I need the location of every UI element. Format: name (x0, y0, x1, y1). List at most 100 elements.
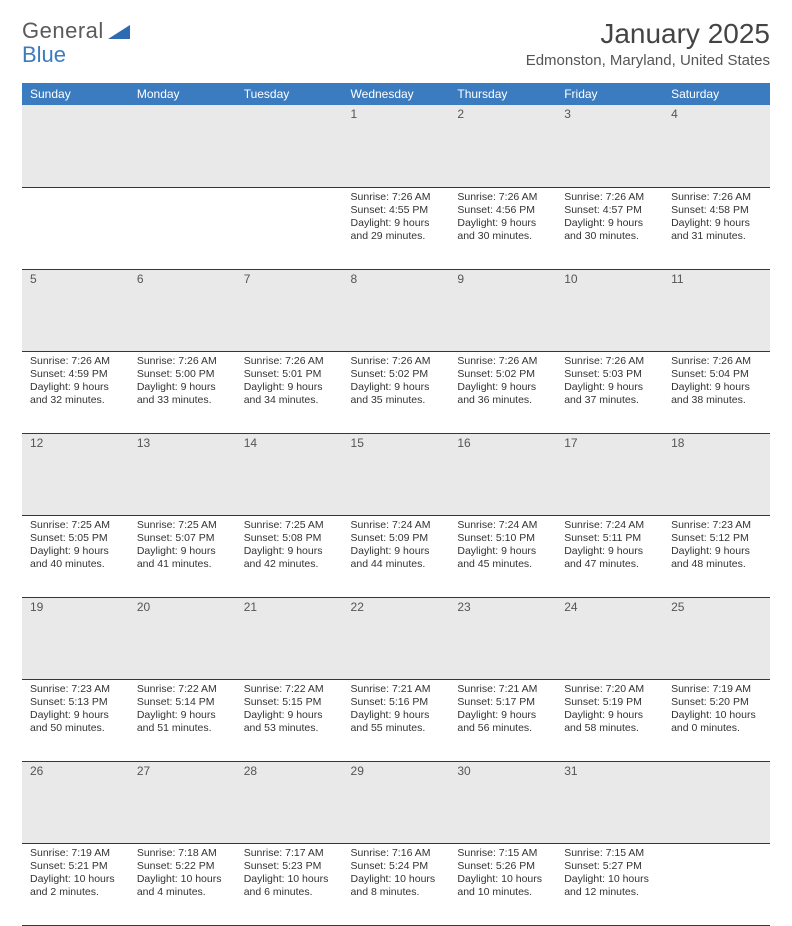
sunset-line: Sunset: 5:20 PM (671, 696, 762, 709)
day-cell: Sunrise: 7:26 AMSunset: 4:55 PMDaylight:… (343, 187, 450, 269)
day-details: Sunrise: 7:19 AMSunset: 5:21 PMDaylight:… (22, 844, 129, 904)
day-cell: Sunrise: 7:25 AMSunset: 5:05 PMDaylight:… (22, 515, 129, 597)
week-content-row: Sunrise: 7:26 AMSunset: 4:55 PMDaylight:… (22, 187, 770, 269)
sunset-line: Sunset: 5:01 PM (244, 368, 335, 381)
sunset-line: Sunset: 5:16 PM (351, 696, 442, 709)
sunrise-line: Sunrise: 7:26 AM (671, 355, 762, 368)
day-details: Sunrise: 7:25 AMSunset: 5:08 PMDaylight:… (236, 516, 343, 576)
day-cell: Sunrise: 7:21 AMSunset: 5:16 PMDaylight:… (343, 679, 450, 761)
sunrise-line: Sunrise: 7:25 AM (30, 519, 121, 532)
sunset-line: Sunset: 4:58 PM (671, 204, 762, 217)
daylight-line: Daylight: 9 hours and 32 minutes. (30, 381, 121, 407)
day-header: Thursday (449, 83, 556, 105)
day-number: 16 (449, 434, 556, 452)
sunrise-line: Sunrise: 7:20 AM (564, 683, 655, 696)
daylight-line: Daylight: 9 hours and 47 minutes. (564, 545, 655, 571)
day-number-cell: 17 (556, 433, 663, 515)
day-number: 25 (663, 598, 770, 616)
day-details: Sunrise: 7:21 AMSunset: 5:16 PMDaylight:… (343, 680, 450, 740)
day-number: 20 (129, 598, 236, 616)
day-number: 22 (343, 598, 450, 616)
day-number: 29 (343, 762, 450, 780)
day-number: 8 (343, 270, 450, 288)
daylight-line: Daylight: 9 hours and 37 minutes. (564, 381, 655, 407)
day-details: Sunrise: 7:19 AMSunset: 5:20 PMDaylight:… (663, 680, 770, 740)
sunrise-line: Sunrise: 7:25 AM (137, 519, 228, 532)
day-number-cell: 29 (343, 761, 450, 843)
week-daynum-row: 262728293031 (22, 761, 770, 843)
day-number-cell: 27 (129, 761, 236, 843)
sunset-line: Sunset: 5:26 PM (457, 860, 548, 873)
daylight-line: Daylight: 9 hours and 53 minutes. (244, 709, 335, 735)
day-details: Sunrise: 7:26 AMSunset: 4:55 PMDaylight:… (343, 188, 450, 248)
day-cell: Sunrise: 7:23 AMSunset: 5:12 PMDaylight:… (663, 515, 770, 597)
day-header: Tuesday (236, 83, 343, 105)
day-number: 31 (556, 762, 663, 780)
day-number-cell: 4 (663, 105, 770, 187)
day-cell (22, 187, 129, 269)
sunrise-line: Sunrise: 7:19 AM (30, 847, 121, 860)
day-cell: Sunrise: 7:26 AMSunset: 4:57 PMDaylight:… (556, 187, 663, 269)
day-details: Sunrise: 7:24 AMSunset: 5:10 PMDaylight:… (449, 516, 556, 576)
day-cell: Sunrise: 7:26 AMSunset: 4:56 PMDaylight:… (449, 187, 556, 269)
daylight-line: Daylight: 10 hours and 10 minutes. (457, 873, 548, 899)
week-daynum-row: 12131415161718 (22, 433, 770, 515)
sunrise-line: Sunrise: 7:26 AM (457, 191, 548, 204)
day-details: Sunrise: 7:26 AMSunset: 4:57 PMDaylight:… (556, 188, 663, 248)
sunset-line: Sunset: 5:13 PM (30, 696, 121, 709)
day-number: 19 (22, 598, 129, 616)
day-number-cell: 25 (663, 597, 770, 679)
day-number-cell (236, 105, 343, 187)
day-details: Sunrise: 7:21 AMSunset: 5:17 PMDaylight:… (449, 680, 556, 740)
sunset-line: Sunset: 5:08 PM (244, 532, 335, 545)
daylight-line: Daylight: 10 hours and 0 minutes. (671, 709, 762, 735)
daylight-line: Daylight: 9 hours and 45 minutes. (457, 545, 548, 571)
sunset-line: Sunset: 5:24 PM (351, 860, 442, 873)
day-number-cell: 22 (343, 597, 450, 679)
sunrise-line: Sunrise: 7:26 AM (671, 191, 762, 204)
day-number-cell: 21 (236, 597, 343, 679)
sunset-line: Sunset: 5:09 PM (351, 532, 442, 545)
sunrise-line: Sunrise: 7:16 AM (351, 847, 442, 860)
day-details: Sunrise: 7:18 AMSunset: 5:22 PMDaylight:… (129, 844, 236, 904)
day-details: Sunrise: 7:23 AMSunset: 5:12 PMDaylight:… (663, 516, 770, 576)
week-daynum-row: 1234 (22, 105, 770, 187)
day-details: Sunrise: 7:26 AMSunset: 4:56 PMDaylight:… (449, 188, 556, 248)
day-cell: Sunrise: 7:26 AMSunset: 5:04 PMDaylight:… (663, 351, 770, 433)
sunset-line: Sunset: 5:15 PM (244, 696, 335, 709)
day-details: Sunrise: 7:26 AMSunset: 5:02 PMDaylight:… (449, 352, 556, 412)
day-number-cell: 28 (236, 761, 343, 843)
day-details: Sunrise: 7:24 AMSunset: 5:11 PMDaylight:… (556, 516, 663, 576)
day-number: 21 (236, 598, 343, 616)
sunset-line: Sunset: 5:02 PM (457, 368, 548, 381)
week-daynum-row: 19202122232425 (22, 597, 770, 679)
calendar-table: SundayMondayTuesdayWednesdayThursdayFrid… (22, 83, 770, 926)
day-number: 24 (556, 598, 663, 616)
day-cell (236, 187, 343, 269)
sunrise-line: Sunrise: 7:21 AM (457, 683, 548, 696)
day-number: 9 (449, 270, 556, 288)
sunrise-line: Sunrise: 7:18 AM (137, 847, 228, 860)
daylight-line: Daylight: 10 hours and 4 minutes. (137, 873, 228, 899)
day-number-cell: 23 (449, 597, 556, 679)
sunrise-line: Sunrise: 7:23 AM (671, 519, 762, 532)
sunset-line: Sunset: 4:59 PM (30, 368, 121, 381)
sunset-line: Sunset: 5:19 PM (564, 696, 655, 709)
day-details: Sunrise: 7:15 AMSunset: 5:27 PMDaylight:… (556, 844, 663, 904)
daylight-line: Daylight: 10 hours and 8 minutes. (351, 873, 442, 899)
day-cell: Sunrise: 7:15 AMSunset: 5:26 PMDaylight:… (449, 843, 556, 925)
daylight-line: Daylight: 9 hours and 34 minutes. (244, 381, 335, 407)
day-header: Sunday (22, 83, 129, 105)
day-cell: Sunrise: 7:16 AMSunset: 5:24 PMDaylight:… (343, 843, 450, 925)
sunrise-line: Sunrise: 7:15 AM (564, 847, 655, 860)
header: General January 2025 Edmonston, Maryland… (22, 18, 770, 69)
daylight-line: Daylight: 9 hours and 44 minutes. (351, 545, 442, 571)
sunrise-line: Sunrise: 7:24 AM (457, 519, 548, 532)
day-number-cell: 30 (449, 761, 556, 843)
daylight-line: Daylight: 9 hours and 51 minutes. (137, 709, 228, 735)
day-number: 4 (663, 105, 770, 123)
day-number: 17 (556, 434, 663, 452)
sunset-line: Sunset: 4:56 PM (457, 204, 548, 217)
daylight-line: Daylight: 9 hours and 36 minutes. (457, 381, 548, 407)
day-header-row: SundayMondayTuesdayWednesdayThursdayFrid… (22, 83, 770, 105)
